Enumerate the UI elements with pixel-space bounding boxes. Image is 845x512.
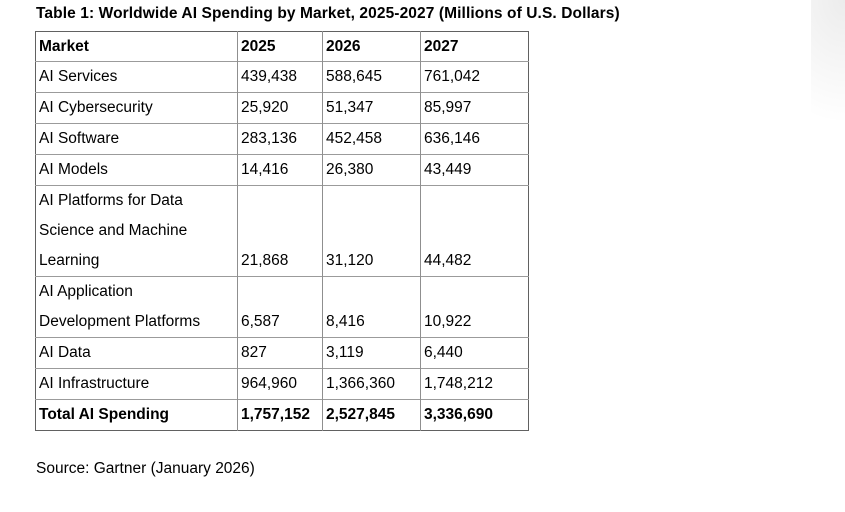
page-edge-shadow <box>811 0 845 160</box>
header-row: Market 2025 2026 2027 <box>36 31 529 62</box>
cell-market: AI Services <box>39 68 118 85</box>
cell-2026: 8,416 <box>322 276 421 338</box>
column-header-2025: 2025 <box>237 31 323 62</box>
cell-market: AI Application Development Platforms <box>39 283 201 330</box>
table-row: AI Platforms for Data Science and Machin… <box>35 185 529 277</box>
column-header-2027: 2027 <box>420 31 529 62</box>
cell-2027: 761,042 <box>420 61 529 93</box>
cell-2026: 31,120 <box>322 185 421 277</box>
table-title: Table 1: Worldwide AI Spending by Market… <box>36 5 620 22</box>
cell-2027: 6,440 <box>420 337 529 369</box>
cell-2026: 26,380 <box>322 154 421 186</box>
cell-2027: 1,748,212 <box>420 368 529 400</box>
total-cell-2027: 3,336,690 <box>420 399 529 431</box>
cell-2025: 6,587 <box>237 276 323 338</box>
table-row: AI Data 827 3,119 6,440 <box>35 337 529 369</box>
cell-2027: 43,449 <box>420 154 529 186</box>
cell-market: AI Infrastructure <box>39 375 150 392</box>
cell-market: AI Software <box>39 130 120 147</box>
total-cell-market: Total AI Spending <box>39 406 170 423</box>
total-cell-2025: 1,757,152 <box>237 399 323 431</box>
table-body: AI Services 439,438 588,645 761,042 AI C… <box>35 61 529 431</box>
cell-2025: 964,960 <box>237 368 323 400</box>
ai-spending-table: Market 2025 2026 2027 AI Services 439,43… <box>35 31 529 431</box>
table-row: AI Application Development Platforms 6,5… <box>35 276 529 338</box>
table-row: AI Infrastructure 964,960 1,366,360 1,74… <box>35 368 529 400</box>
cell-2027: 636,146 <box>420 123 529 155</box>
cell-2026: 1,366,360 <box>322 368 421 400</box>
cell-market: AI Cybersecurity <box>39 99 153 116</box>
cell-2026: 588,645 <box>322 61 421 93</box>
cell-2025: 25,920 <box>237 92 323 124</box>
cell-2026: 51,347 <box>322 92 421 124</box>
table-row: AI Software 283,136 452,458 636,146 <box>35 123 529 155</box>
cell-2026: 3,119 <box>322 337 421 369</box>
table-row: AI Cybersecurity 25,920 51,347 85,997 <box>35 92 529 124</box>
cell-2025: 21,868 <box>237 185 323 277</box>
cell-2025: 439,438 <box>237 61 323 93</box>
cell-2026: 452,458 <box>322 123 421 155</box>
column-header-market: Market <box>39 38 89 55</box>
column-header-2026: 2026 <box>322 31 421 62</box>
cell-2027: 85,997 <box>420 92 529 124</box>
cell-2027: 44,482 <box>420 185 529 277</box>
cell-2025: 827 <box>237 337 323 369</box>
table-row: AI Services 439,438 588,645 761,042 <box>35 61 529 93</box>
cell-market: AI Data <box>39 344 91 361</box>
cell-market: AI Models <box>39 161 108 178</box>
total-cell-2026: 2,527,845 <box>322 399 421 431</box>
cell-2025: 283,136 <box>237 123 323 155</box>
source-note: Source: Gartner (January 2026) <box>36 460 255 477</box>
cell-2025: 14,416 <box>237 154 323 186</box>
cell-2027: 10,922 <box>420 276 529 338</box>
total-row: Total AI Spending 1,757,152 2,527,845 3,… <box>35 399 529 431</box>
cell-market: AI Platforms for Data Science and Machin… <box>39 192 188 269</box>
table-row: AI Models 14,416 26,380 43,449 <box>35 154 529 186</box>
